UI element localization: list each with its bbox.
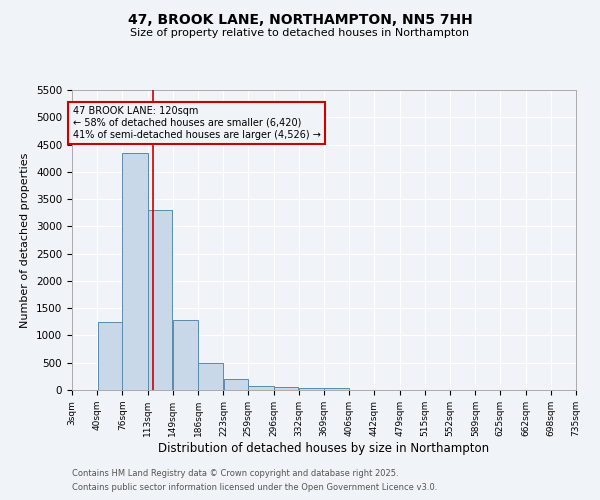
Text: 47 BROOK LANE: 120sqm
← 58% of detached houses are smaller (6,420)
41% of semi-d: 47 BROOK LANE: 120sqm ← 58% of detached … — [73, 106, 320, 140]
Bar — [122, 152, 148, 390]
Bar — [224, 378, 248, 390]
Y-axis label: Number of detached properties: Number of detached properties — [20, 152, 31, 328]
Bar — [198, 362, 223, 390]
Bar — [98, 322, 122, 390]
Text: Contains public sector information licensed under the Open Government Licence v3: Contains public sector information licen… — [72, 484, 437, 492]
Text: 47, BROOK LANE, NORTHAMPTON, NN5 7HH: 47, BROOK LANE, NORTHAMPTON, NN5 7HH — [128, 12, 472, 26]
Bar — [148, 210, 172, 390]
Bar — [299, 388, 324, 390]
Bar — [274, 388, 298, 390]
Text: Contains HM Land Registry data © Crown copyright and database right 2025.: Contains HM Land Registry data © Crown c… — [72, 468, 398, 477]
Text: Size of property relative to detached houses in Northampton: Size of property relative to detached ho… — [130, 28, 470, 38]
Bar — [173, 320, 198, 390]
Bar — [248, 386, 274, 390]
X-axis label: Distribution of detached houses by size in Northampton: Distribution of detached houses by size … — [158, 442, 490, 454]
Bar — [324, 388, 349, 390]
